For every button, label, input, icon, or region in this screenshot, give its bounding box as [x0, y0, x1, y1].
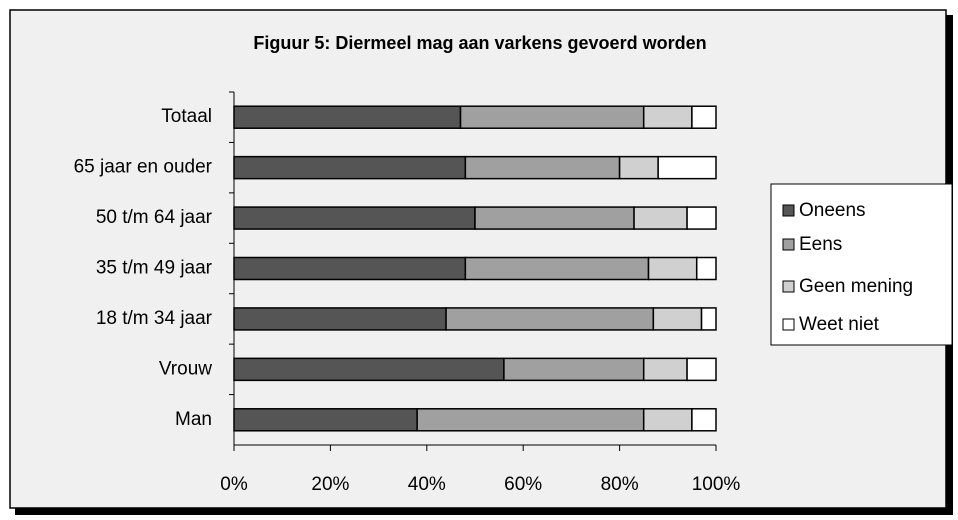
bar-segment [647, 256, 698, 281]
bar-segment [691, 105, 717, 129]
bar-segment [686, 357, 717, 382]
legend-label: Eens [799, 234, 842, 255]
legend [770, 183, 953, 346]
bar-segment [233, 206, 476, 230]
y-tick-label: 35 t/m 49 jaar [96, 258, 213, 279]
bar-segment [691, 408, 717, 432]
bar-segment [233, 105, 462, 129]
x-tick-label: 0% [220, 474, 248, 495]
bar-segment [233, 307, 447, 331]
bar-segment [700, 307, 717, 331]
x-tick-label: 40% [408, 474, 446, 495]
bar-segment [445, 307, 655, 331]
bar-segment [642, 408, 693, 432]
y-tick-label: Vrouw [159, 358, 212, 379]
chart-title: Figuur 5: Diermeel mag aan varkens gevoe… [253, 33, 706, 53]
legend-swatch [782, 280, 795, 293]
bar-segment [633, 206, 688, 230]
legend-swatch [782, 238, 795, 251]
legend-label: Oneens [799, 200, 866, 221]
bar-segment [652, 307, 703, 331]
legend-label: Geen mening [799, 276, 913, 297]
x-tick-label: 80% [601, 474, 639, 495]
y-tick-label: Man [175, 409, 212, 430]
bar-segment [503, 357, 645, 382]
bar-segment [695, 256, 717, 281]
bar-segment [474, 206, 635, 230]
x-tick-label: 100% [692, 474, 741, 495]
bar-segment [416, 408, 645, 432]
bar-segment [618, 155, 659, 180]
y-tick-label: Totaal [161, 106, 212, 127]
y-tick-label: 50 t/m 64 jaar [96, 207, 213, 228]
legend-swatch [782, 204, 795, 217]
bar-segment [464, 155, 621, 180]
y-tick-label: 18 t/m 34 jaar [96, 308, 213, 329]
bar-segment [233, 155, 467, 180]
bar-segment [233, 256, 467, 281]
bar-segment [459, 105, 645, 129]
bar-segment [464, 256, 650, 281]
bar-segment [642, 357, 688, 382]
bar-segment [686, 206, 717, 230]
bar-segment [233, 408, 418, 432]
bar-segment [233, 357, 505, 382]
legend-label: Weet niet [799, 314, 880, 335]
y-tick-label: 65 jaar en ouder [74, 157, 213, 178]
bar-segment [657, 155, 717, 180]
bar-segment [642, 105, 693, 129]
x-tick-label: 60% [504, 474, 542, 495]
x-tick-label: 20% [311, 474, 349, 495]
legend-swatch [782, 318, 795, 331]
